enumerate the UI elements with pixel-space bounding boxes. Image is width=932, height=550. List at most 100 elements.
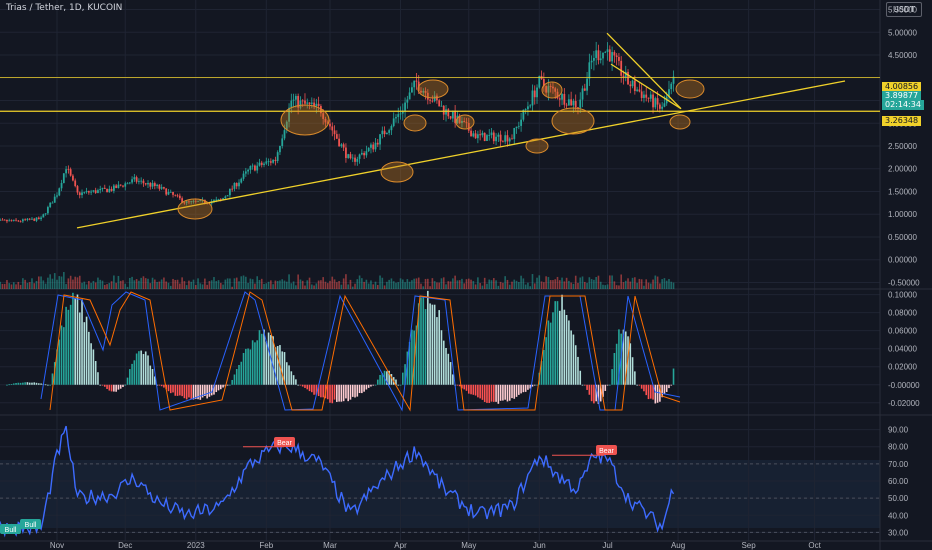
volume-bar (470, 279, 472, 289)
candle-body (308, 102, 311, 104)
candle-body (345, 147, 347, 158)
volume-bar (215, 281, 218, 289)
volume-bar (333, 279, 336, 289)
candle-body (397, 114, 400, 118)
volume-bar (267, 281, 270, 289)
macd-histogram-bar (167, 384, 170, 392)
candle-body (583, 88, 586, 91)
rsi-axis-label: 90.00 (888, 426, 909, 435)
volume-bar (661, 279, 663, 289)
volume-bar (520, 275, 522, 289)
volume-bar (522, 278, 525, 289)
volume-bar (301, 280, 304, 289)
candle-body (577, 107, 579, 109)
volume-bar (179, 283, 181, 289)
volume-bar (436, 282, 438, 289)
volume-bar (35, 280, 38, 289)
candle-body (322, 113, 325, 119)
volume-bar (304, 285, 306, 289)
volume-bar (94, 282, 97, 289)
macd-histogram-bar (74, 298, 76, 385)
macd-histogram-bar (115, 384, 117, 392)
macd-histogram-bar (415, 325, 418, 385)
macd-histogram-bar (515, 384, 518, 397)
volume-bar (427, 278, 429, 289)
volume-bar (135, 279, 138, 289)
macd-histogram-bar (229, 384, 231, 386)
candle-body (513, 128, 516, 139)
volume-bar (422, 286, 425, 289)
volume-bar (570, 282, 572, 289)
volume-bar (508, 284, 511, 289)
rsi-pane: Bear Bear Bull Bull (0, 425, 675, 538)
highlight-ellipse (455, 114, 475, 130)
candle-body (147, 182, 149, 185)
price-axis-label: -0.50000 (888, 278, 920, 287)
macd-histogram-bar (611, 369, 613, 385)
candle-body (483, 132, 486, 142)
macd-histogram-bar (135, 353, 138, 385)
rsi-signal-label: Bull (20, 519, 41, 529)
rsi-line (0, 425, 675, 538)
candle-body (517, 125, 520, 127)
candle-body (593, 57, 595, 61)
candle-body (265, 161, 268, 164)
candle-body (124, 183, 127, 187)
macd-histogram-bar (140, 350, 142, 385)
candle-body (615, 55, 618, 57)
macd-histogram-bar (220, 384, 222, 390)
macd-histogram-bar (317, 384, 320, 397)
volume-bar (499, 281, 502, 289)
candle-body (78, 192, 81, 196)
volume-bar (65, 284, 67, 289)
candle-body (49, 202, 52, 208)
macd-histogram-bar (103, 384, 106, 387)
candle-body (17, 220, 20, 222)
candle-body (608, 49, 611, 62)
macd-histogram-bar (622, 329, 625, 385)
volume-bar (338, 281, 340, 289)
volume-bar (361, 278, 363, 289)
macd-histogram-bar (431, 304, 434, 385)
candle-body (260, 162, 263, 165)
candle-body (65, 169, 67, 174)
volume-bar (276, 280, 279, 289)
candle-body (442, 105, 445, 115)
candle-body (495, 136, 497, 142)
macd-histogram-bar (602, 384, 604, 397)
candle-body (44, 213, 47, 215)
volume-bar (358, 275, 361, 289)
volume-bar (431, 278, 434, 289)
macd-histogram-bar (147, 355, 149, 385)
time-axis-label: Oct (808, 541, 821, 550)
candle-body (652, 94, 654, 108)
volume-bar (156, 282, 158, 289)
candle-body (37, 217, 40, 220)
candle-body (167, 192, 170, 195)
candle-body (97, 190, 99, 193)
candle-body (247, 169, 249, 172)
candle-body (365, 151, 368, 156)
candle-body (588, 62, 591, 79)
macd-histogram-bar (76, 294, 79, 385)
volume-bar (67, 278, 70, 289)
rsi-signal-text: Bull (5, 527, 17, 534)
volume-bar (63, 272, 65, 289)
candle-body (611, 52, 613, 62)
candle-body (35, 217, 38, 221)
macd-histogram-bar (31, 382, 33, 385)
volume-bar (254, 283, 256, 289)
candle-body (542, 79, 545, 87)
volume-bar (383, 285, 386, 289)
currency-selector[interactable]: USDT (886, 2, 922, 17)
macd-histogram-bar (652, 384, 654, 400)
candle-body (351, 157, 354, 159)
volume-bar (201, 284, 204, 289)
volume-bar (411, 280, 413, 289)
rsi-signal-label: Bull (0, 524, 21, 534)
macd-histogram-bar (108, 384, 111, 391)
volume-bar (69, 275, 72, 289)
macd-histogram-bar (483, 384, 486, 402)
macd-histogram-bar (511, 384, 513, 399)
